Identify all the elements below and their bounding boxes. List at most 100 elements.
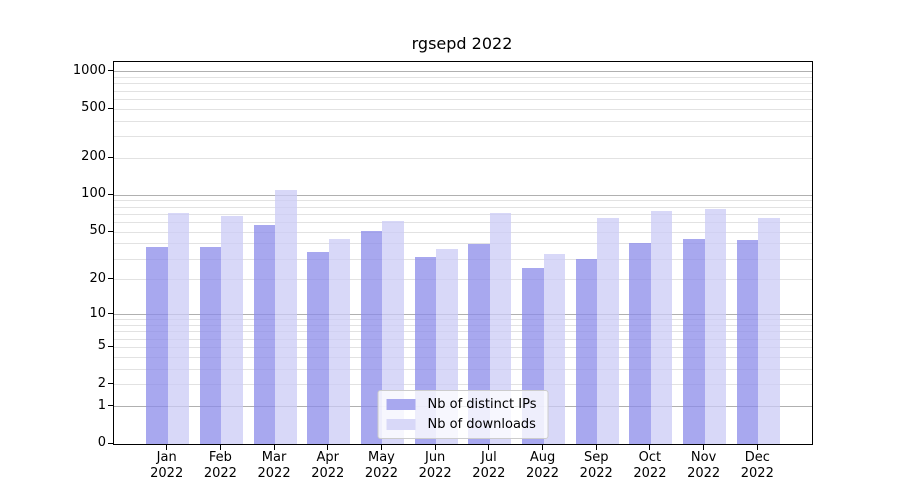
y-tick-mark [108, 230, 113, 232]
bar-distinct-ips-jan [146, 246, 168, 444]
gridline-minor [114, 136, 812, 138]
bar-distinct-ips-apr [307, 252, 329, 444]
bar-downloads-apr [328, 238, 351, 444]
x-tick-mark [649, 445, 651, 450]
legend-label-downloads: Nb of downloads [427, 417, 536, 432]
gridline-minor [114, 243, 812, 245]
y-tick-mark [108, 70, 113, 72]
y-tick-mark [108, 405, 113, 407]
gridline-minor [114, 384, 812, 386]
legend: Nb of distinct IPs Nb of downloads [377, 390, 549, 439]
y-tick-label: 200 [81, 149, 106, 165]
x-tick-mark [434, 445, 436, 450]
x-tick-mark [380, 445, 382, 450]
gridline-major [114, 314, 812, 316]
gridline-minor [114, 200, 812, 202]
bar-distinct-ips-sep [575, 259, 598, 444]
gridline-minor [114, 90, 812, 92]
y-tick-mark [108, 383, 113, 385]
x-tick-mark [542, 445, 544, 450]
x-tick-mark [756, 445, 758, 450]
x-tick-mark [273, 445, 275, 450]
gridline-minor [114, 83, 812, 85]
gridline-minor [114, 206, 812, 208]
bar-downloads-mar [275, 190, 297, 444]
bar-distinct-ips-may [360, 231, 383, 444]
legend-item-distinct-ips: Nb of distinct IPs [386, 397, 537, 412]
y-tick-mark [108, 313, 113, 315]
y-tick-label: 50 [89, 223, 106, 239]
y-tick-label: 10 [89, 305, 106, 321]
y-tick-label: 1 [97, 397, 106, 413]
y-tick-mark [108, 107, 113, 109]
bar-downloads-jul [489, 212, 512, 444]
bar-downloads-nov [704, 209, 727, 444]
plot-area: Nb of distinct IPs Nb of downloads [113, 61, 813, 445]
x-tick-label-aug: Aug 2022 [525, 450, 560, 481]
gridlines-layer [114, 62, 812, 444]
gridline-major [114, 194, 812, 196]
chart-title: rgsepd 2022 [411, 34, 513, 53]
bar-distinct-ips-mar [253, 225, 276, 444]
bar-downloads-dec [758, 217, 780, 444]
gridline-minor [114, 319, 812, 321]
x-tick-label-mar: Mar 2022 [257, 450, 291, 481]
x-tick-label-nov: Nov 2022 [687, 450, 721, 481]
y-tick-label: 2 [97, 375, 106, 391]
x-tick-label-jul: Jul 2022 [472, 450, 506, 481]
gridline-minor [114, 98, 812, 100]
gridline-minor [114, 108, 812, 110]
y-tick-label: 20 [89, 270, 106, 286]
gridline-minor [114, 331, 812, 333]
gridline-major [114, 71, 812, 73]
bar-downloads-feb [221, 215, 243, 444]
y-tick-mark [108, 442, 113, 444]
legend-swatch-downloads [386, 419, 416, 430]
x-tick-label-apr: Apr 2022 [311, 450, 345, 481]
bar-downloads-may [382, 220, 404, 444]
gridline-minor [114, 368, 812, 370]
gridline-minor [114, 157, 812, 159]
x-tick-label-jun: Jun 2022 [418, 450, 452, 481]
x-tick-label-dec: Dec 2022 [740, 450, 774, 481]
y-tick-label: 0 [97, 435, 106, 450]
y-tick-label: 500 [81, 100, 106, 116]
x-tick-mark [327, 445, 329, 450]
gridline-minor [114, 222, 812, 224]
bar-downloads-sep [597, 217, 619, 444]
gridline-minor [114, 325, 812, 327]
gridline-minor [114, 258, 812, 260]
x-tick-label-jan: Jan 2022 [150, 450, 184, 481]
x-tick-mark [166, 445, 168, 450]
gridline-minor [114, 120, 812, 122]
gridline-minor [114, 346, 812, 348]
bar-distinct-ips-oct [629, 242, 651, 444]
bar-downloads-jan [167, 212, 190, 444]
gridline-minor [114, 279, 812, 281]
x-tick-label-may: May 2022 [364, 450, 398, 481]
gridline-minor [114, 76, 812, 78]
bars-layer [114, 62, 812, 444]
gridline-minor [114, 231, 812, 233]
bar-distinct-ips-feb [199, 246, 222, 444]
x-tick-mark [488, 445, 490, 450]
x-tick-mark [219, 445, 221, 450]
x-tick-label-oct: Oct 2022 [633, 450, 667, 481]
gridline-minor [114, 213, 812, 215]
bar-downloads-aug [543, 254, 565, 444]
y-tick-label: 100 [81, 186, 106, 202]
gridline-minor [114, 338, 812, 340]
legend-label-distinct-ips: Nb of distinct IPs [427, 397, 537, 412]
y-tick-mark [108, 278, 113, 280]
y-tick-mark [108, 345, 113, 347]
x-tick-label-feb: Feb 2022 [203, 450, 237, 481]
y-tick-label: 5 [97, 338, 106, 354]
y-tick-label: 1000 [72, 62, 106, 78]
bar-downloads-oct [650, 210, 673, 444]
y-tick-mark [108, 193, 113, 195]
bar-distinct-ips-nov [683, 238, 705, 444]
legend-swatch-distinct-ips [386, 399, 416, 410]
bar-distinct-ips-dec [736, 240, 759, 444]
x-tick-mark [595, 445, 597, 450]
